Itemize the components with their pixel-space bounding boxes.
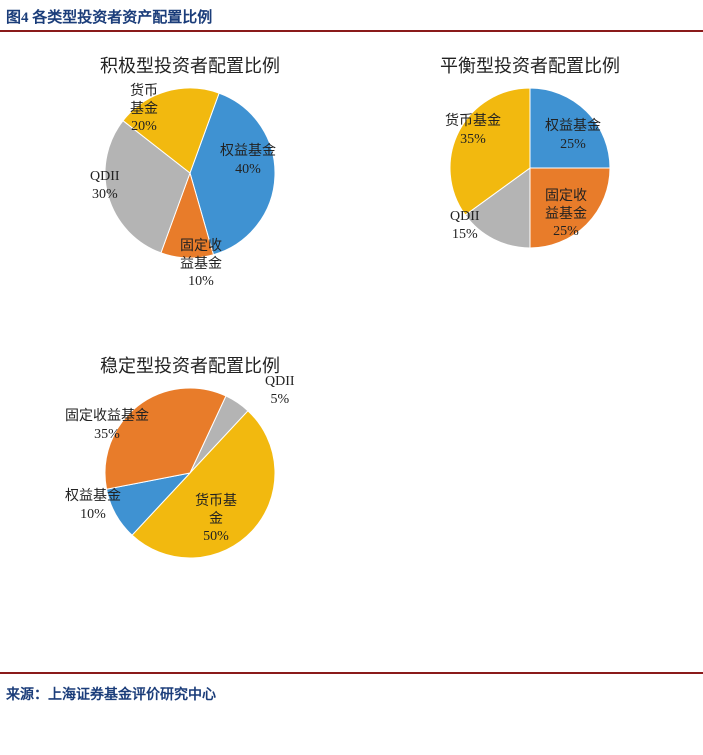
charts-container: 积极型投资者配置比例权益基金40%固定收益基金10%QDII30%货币基金20%… bbox=[0, 32, 703, 672]
chart-title-aggressive: 积极型投资者配置比例 bbox=[30, 52, 350, 78]
slice-label-aggressive-固定收益基金: 固定收益基金10% bbox=[180, 238, 222, 291]
slice-label-stable-货币基金: 货币基金50% bbox=[195, 493, 237, 546]
slice-label-aggressive-QDII: QDII30% bbox=[90, 168, 120, 203]
slice-label-balanced-货币基金: 货币基金35% bbox=[445, 113, 501, 148]
figure-title: 图4 各类型投资者资产配置比例 bbox=[0, 0, 703, 30]
slice-label-stable-固定收益基金: 固定收益基金35% bbox=[65, 408, 149, 443]
chart-stable: 稳定型投资者配置比例QDII5%货币基金50%权益基金10%固定收益基金35% bbox=[30, 352, 350, 563]
slice-label-balanced-权益基金: 权益基金25% bbox=[545, 118, 601, 153]
chart-balanced: 平衡型投资者配置比例权益基金25% 固定收益基金25% QDII15% 货币基金35% bbox=[380, 52, 680, 253]
slice-label-stable-QDII: QDII5% bbox=[265, 373, 295, 408]
chart-title-balanced: 平衡型投资者配置比例 bbox=[380, 52, 680, 78]
chart-aggressive: 积极型投资者配置比例权益基金40%固定收益基金10%QDII30%货币基金20% bbox=[30, 52, 350, 263]
slice-label-balanced-QDII: QDII15% bbox=[450, 208, 480, 243]
pie-wrap-aggressive: 权益基金40%固定收益基金10%QDII30%货币基金20% bbox=[105, 88, 275, 263]
slice-label-aggressive-货币基金: 货币基金20% bbox=[130, 83, 158, 136]
pie-wrap-stable: QDII5%货币基金50%权益基金10%固定收益基金35% bbox=[105, 388, 275, 563]
pie-wrap-balanced: 权益基金25%固定收益基金25%QDII15%货币基金35% bbox=[450, 88, 610, 253]
source-text: 来源：上海证券基金评价研究中心 bbox=[0, 674, 703, 708]
slice-label-aggressive-权益基金: 权益基金40% bbox=[220, 143, 276, 178]
chart-title-stable: 稳定型投资者配置比例 bbox=[30, 352, 350, 378]
slice-label-balanced-固定收益基金: 固定收益基金25% bbox=[545, 188, 587, 241]
slice-label-stable-权益基金: 权益基金10% bbox=[65, 488, 121, 523]
